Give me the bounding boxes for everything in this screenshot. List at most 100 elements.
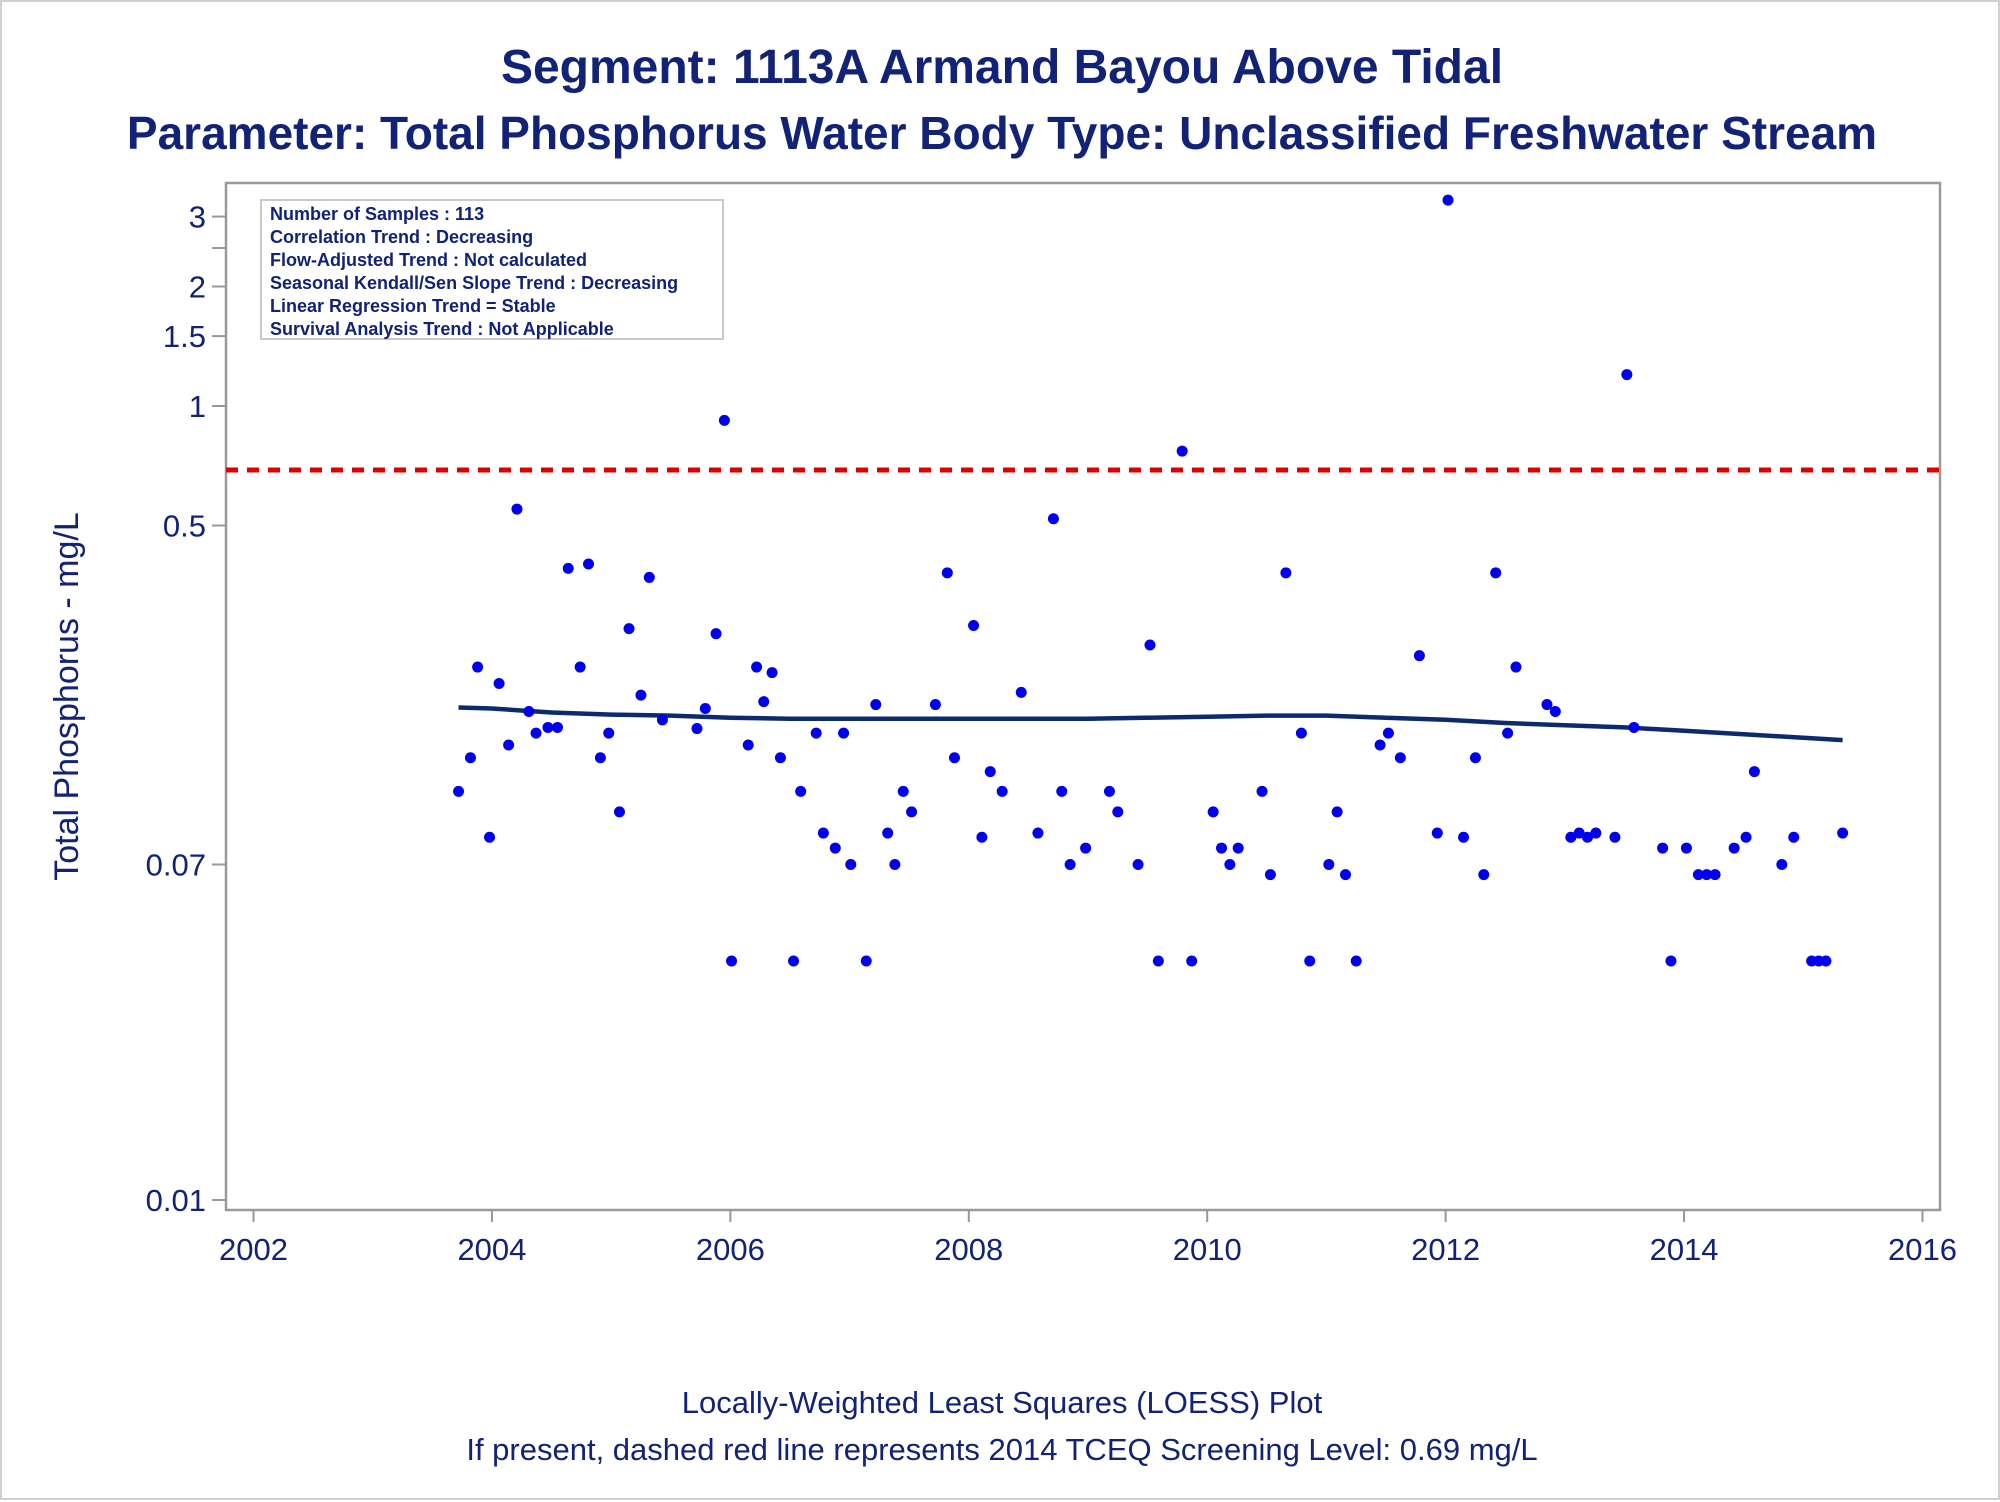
data-point [829,842,841,854]
y-tick-label: 3 [189,200,206,235]
data-point [1469,752,1481,764]
data-point [699,702,711,714]
data-point [1657,842,1669,854]
data-point [1056,785,1068,797]
data-point [1216,842,1228,854]
data-point [511,503,523,515]
y-tick-label: 1.5 [163,319,206,354]
data-point [1374,739,1386,751]
y-tick-label: 0.5 [163,509,206,544]
data-point [1628,721,1640,733]
data-point [594,752,606,764]
data-point [613,806,625,818]
data-point [1295,727,1307,739]
data-point [1582,831,1594,843]
data-point [1103,785,1115,797]
x-tick-label: 2014 [1650,1232,1719,1267]
stats-line-correlation: Correlation Trend : Decreasing [270,227,534,247]
data-point [906,806,918,818]
data-point [493,677,505,689]
data-point [1510,661,1522,673]
footnote-screening-level: If present, dashed red line represents 2… [466,1432,1538,1467]
data-point [562,562,574,574]
data-point [1413,650,1425,662]
footnote-loess: Locally-Weighted Least Squares (LOESS) P… [681,1385,1323,1420]
data-point [1207,806,1219,818]
y-tick-label: 2 [189,269,206,304]
data-point [889,858,901,870]
data-point [1080,842,1092,854]
data-point [1680,842,1692,854]
data-point [623,623,635,635]
data-point [1304,955,1316,967]
data-point [1728,842,1740,854]
data-point [860,955,872,967]
data-point [976,831,988,843]
data-point [1382,727,1394,739]
x-tick-label: 2002 [219,1232,288,1267]
data-point [1502,727,1514,739]
x-tick-label: 2008 [934,1232,1003,1267]
data-point [1590,827,1602,839]
trend-stats-box: Number of Samples : 113 Correlation Tren… [260,199,724,340]
x-tick-label: 2012 [1411,1232,1480,1267]
data-point [484,831,496,843]
x-tick-label: 2004 [457,1232,526,1267]
y-tick-label: 0.01 [146,1183,206,1218]
data-point [1609,831,1621,843]
data-point [1541,699,1553,711]
data-point [795,785,807,797]
data-point [774,752,786,764]
data-point [656,714,668,726]
data-point [1186,955,1198,967]
data-point [1820,955,1832,967]
stats-line-seasonal-kendall: Seasonal Kendall/Sen Slope Trend : Decre… [270,273,679,293]
data-point [766,667,778,679]
y-axis-label: Total Phosphorus - mg/L [48,512,86,881]
data-point [710,628,722,640]
data-point [1490,567,1502,579]
data-point [1064,858,1076,870]
data-point [503,739,515,751]
data-point [1665,955,1677,967]
data-point [1788,831,1800,843]
data-point [542,721,554,733]
data-point [1323,858,1335,870]
data-point [948,752,960,764]
stats-line-survival-analysis: Survival Analysis Trend : Not Applicable [270,319,614,339]
data-point [968,619,980,631]
data-point [530,727,542,739]
data-point [1015,686,1027,698]
data-point [635,689,647,701]
data-point [1692,869,1704,881]
data-point [472,661,484,673]
data-point [603,727,615,739]
data-point [1621,369,1633,381]
data-point [574,661,586,673]
chart-title: Segment: 1113A Armand Bayou Above Tidal [500,41,1504,94]
data-point [882,827,894,839]
data-point [1431,827,1443,839]
data-point [1047,513,1059,525]
data-point [929,699,941,711]
data-point [1394,752,1406,764]
data-point [1032,827,1044,839]
x-tick-label: 2016 [1888,1232,1957,1267]
data-point [1144,639,1156,651]
data-point [1340,869,1352,881]
data-point [582,558,594,570]
data-point [845,858,857,870]
data-point [643,571,655,583]
data-point [742,739,754,751]
stats-line-flow-adjusted: Flow-Adjusted Trend : Not calculated [270,250,588,270]
data-point [551,721,563,733]
data-point [810,727,822,739]
data-point [996,785,1008,797]
data-point [1748,766,1760,778]
plot-area [224,181,1942,1212]
data-point [1176,445,1188,457]
data-point [1132,858,1144,870]
loess-curve [458,705,1843,743]
data-point [1709,869,1721,881]
